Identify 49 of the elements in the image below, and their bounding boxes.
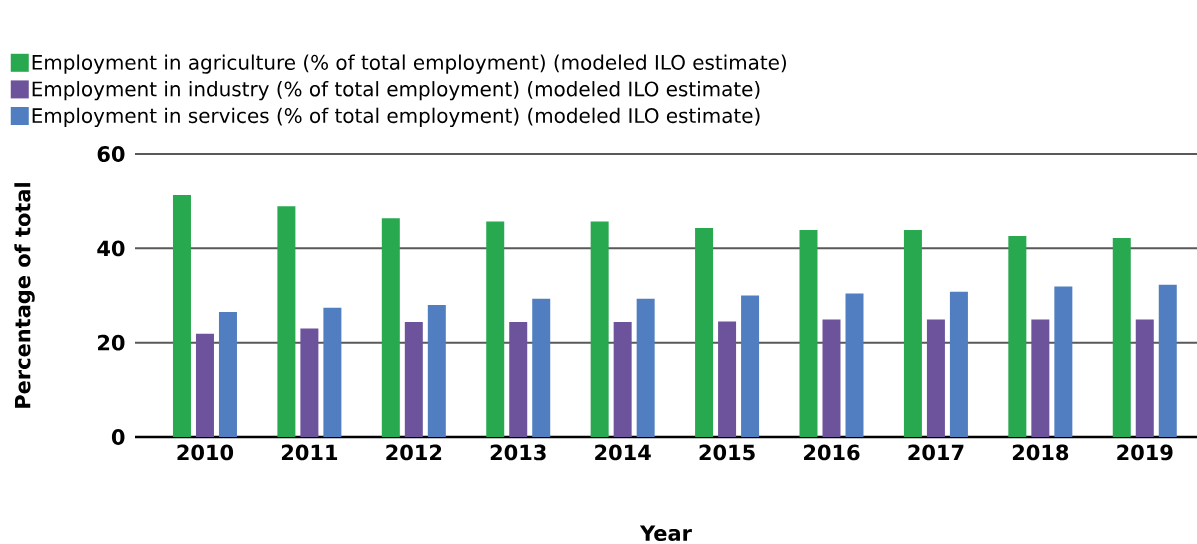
- x-tick-label: 2015: [699, 444, 755, 461]
- y-axis-title: Percentage of total: [14, 183, 35, 408]
- x-tick-label: 2010: [177, 444, 234, 461]
- bar: [218, 312, 237, 437]
- bar: [799, 229, 818, 437]
- y-tick-label: 20: [98, 334, 125, 351]
- bar: [195, 333, 214, 437]
- bar: [1031, 319, 1050, 437]
- bar: [1135, 319, 1154, 437]
- bar: [323, 307, 342, 437]
- bar: [427, 304, 446, 437]
- bar: [509, 321, 528, 437]
- bar: [845, 293, 864, 437]
- bar: [404, 321, 423, 437]
- bar: [381, 218, 400, 437]
- bar: [741, 295, 760, 437]
- bar: [636, 298, 655, 437]
- bar: [486, 221, 505, 437]
- x-tick-label: 2013: [490, 444, 546, 461]
- bar: [613, 321, 632, 437]
- y-tick-label: 60: [97, 146, 125, 162]
- bar: [822, 319, 841, 437]
- bar: [277, 206, 296, 437]
- x-axis-title: Year: [639, 525, 692, 541]
- bar: [1158, 284, 1177, 437]
- bar: [903, 229, 922, 437]
- x-tick-label: 2014: [595, 444, 651, 461]
- bar: [1008, 236, 1027, 437]
- bar: [695, 228, 714, 437]
- bar: [300, 328, 319, 437]
- bar: [532, 298, 551, 437]
- legend-label: Employment in industry (% of total employment) (modeled ILO estimate): [32, 81, 760, 101]
- bar: [926, 319, 945, 437]
- x-tick-label: 2012: [386, 444, 442, 461]
- bar: [172, 195, 191, 437]
- x-tick-label: 2018: [1012, 444, 1069, 461]
- x-tick-label: 2019: [1117, 444, 1173, 461]
- legend-label: Employment in agriculture (% of total employment) (modeled ILO estimate): [32, 54, 786, 74]
- y-tick-label: 0: [111, 429, 125, 445]
- bar: [718, 321, 737, 437]
- bar: [590, 221, 609, 437]
- y-tick-label: 40: [97, 240, 125, 257]
- x-tick-label: 2017: [908, 444, 964, 461]
- legend-label: Employment in services (% of total employment) (modeled ILO estimate): [32, 107, 760, 127]
- bar: [1112, 237, 1131, 437]
- x-tick-label: 2016: [804, 444, 860, 461]
- x-tick-label: 2011: [281, 444, 338, 461]
- bar: [1054, 286, 1073, 437]
- bar: [949, 291, 968, 437]
